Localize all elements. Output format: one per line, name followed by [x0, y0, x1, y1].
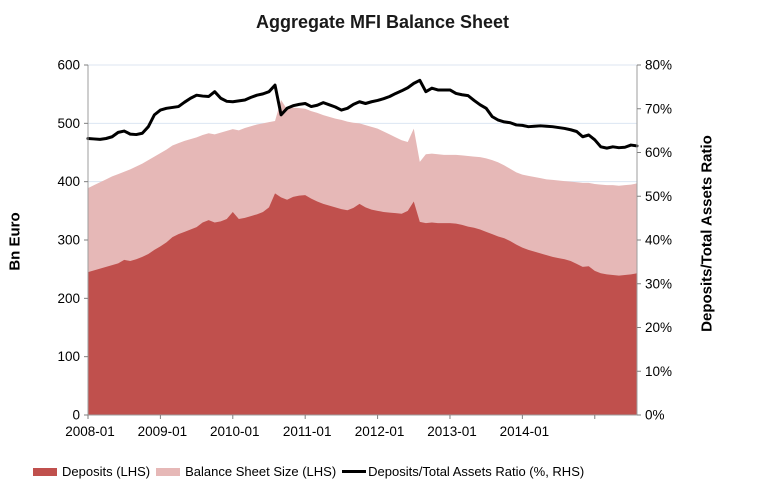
- legend-item-ratio: Deposits/Total Assets Ratio (%, RHS): [342, 464, 584, 479]
- y-right-tick-label: 70%: [645, 101, 672, 116]
- legend-item-balance: Balance Sheet Size (LHS): [156, 464, 336, 479]
- deposits-area: [88, 193, 637, 415]
- y-left-tick-label: 200: [57, 291, 80, 306]
- y-right-tick-label: 60%: [645, 145, 672, 160]
- deposits-swatch-icon: [33, 467, 57, 476]
- x-axis-tick-label: 2014-01: [500, 424, 550, 439]
- legend-label-balance: Balance Sheet Size (LHS): [185, 464, 337, 479]
- x-axis-tick-label: 2012-01: [355, 424, 405, 439]
- y-right-tick-label: 20%: [645, 320, 672, 335]
- y-left-tick-label: 100: [57, 349, 80, 364]
- area-series: [88, 100, 637, 415]
- legend-label-ratio: Deposits/Total Assets Ratio (%, RHS): [368, 464, 585, 479]
- y-left-tick-label: 500: [57, 116, 80, 131]
- ratio-line-series: [86, 78, 639, 150]
- ratio-line: [86, 78, 639, 150]
- x-axis-tick-label: 2011-01: [283, 424, 332, 439]
- y-right-tick-label: 50%: [645, 189, 672, 204]
- legend: Deposits (LHS) Balance Sheet Size (LHS) …: [33, 464, 590, 479]
- y-left-tick-label: 0: [72, 408, 80, 423]
- y-right-tick-label: 30%: [645, 276, 672, 291]
- x-axis-tick-label: 2010-01: [210, 424, 260, 439]
- y-right-tick-label: 10%: [645, 364, 672, 379]
- y-left-tick-label: 600: [57, 58, 80, 73]
- y-left-tick-label: 400: [57, 174, 80, 189]
- x-axis-tick-label: 2008-01: [65, 424, 115, 439]
- axis-ticks: [84, 64, 641, 419]
- y-right-tick-label: 40%: [645, 233, 672, 248]
- ratio-line-swatch-icon: [342, 470, 367, 473]
- balance-sheet-swatch-icon: [156, 467, 181, 476]
- x-axis-tick-label: 2009-01: [138, 424, 188, 439]
- y-left-tick-label: 300: [57, 233, 80, 248]
- y-right-tick-label: 0%: [645, 408, 665, 423]
- legend-item-deposits: Deposits (LHS): [33, 464, 150, 479]
- y-right-tick-label: 80%: [645, 58, 672, 73]
- legend-label-deposits: Deposits (LHS): [62, 464, 151, 479]
- chart-title: Aggregate MFI Balance Sheet: [255, 12, 510, 32]
- axis-tick-labels: 0 100 200 300 400 500 600 0% 10% 20% 30% 40% 50% 60% 7…: [57, 58, 672, 440]
- x-axis-tick-label: 2013-01: [427, 424, 477, 439]
